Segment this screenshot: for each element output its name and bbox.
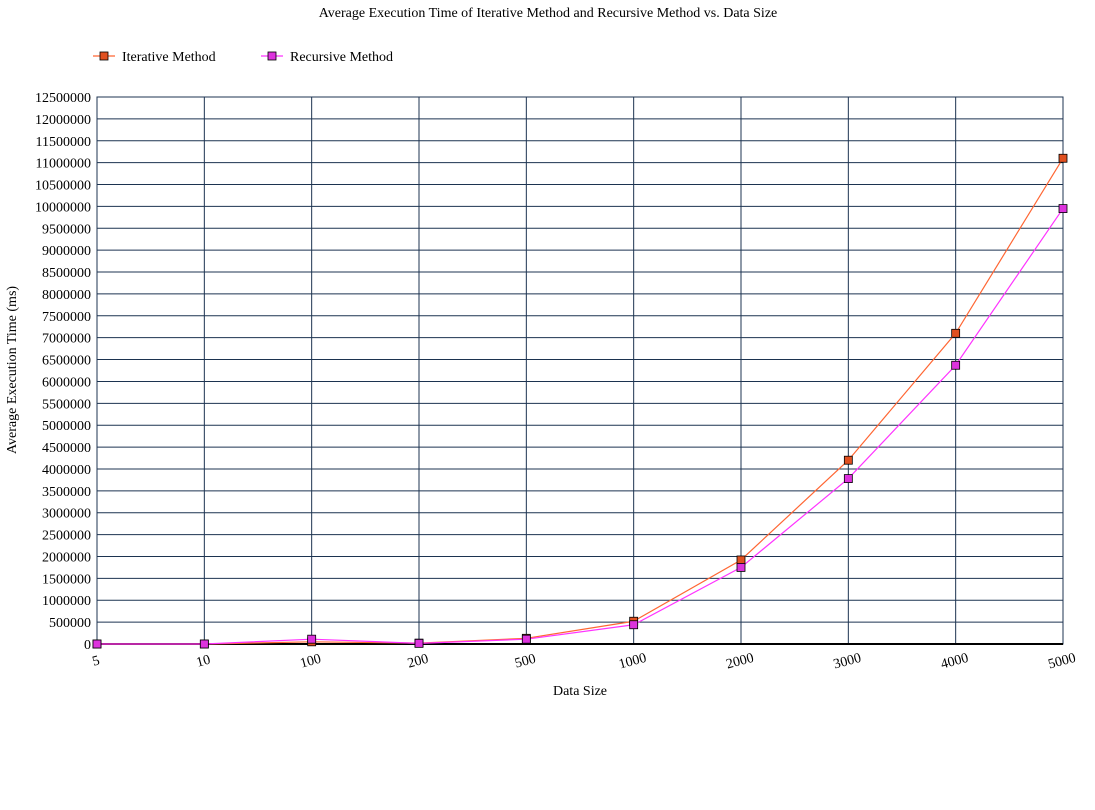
y-tick-label: 9000000 <box>42 244 91 259</box>
data-point <box>1058 153 1068 163</box>
y-tick-label: 8000000 <box>42 288 91 303</box>
y-tick-label: 5000000 <box>42 419 91 434</box>
legend-item: Iterative Method <box>93 50 216 65</box>
y-tick-label: 11000000 <box>36 157 91 172</box>
legend-label: Recursive Method <box>290 50 393 65</box>
data-point <box>736 555 746 565</box>
y-tick-label: 3000000 <box>42 507 91 522</box>
data-point <box>629 620 639 630</box>
y-tick-label: 4500000 <box>42 441 91 456</box>
y-tick-label: 10500000 <box>35 179 91 194</box>
data-point <box>843 455 853 465</box>
legend-marker <box>99 51 109 61</box>
chart-title: Average Execution Time of Iterative Meth… <box>319 6 778 21</box>
y-tick-label: 500000 <box>49 616 91 631</box>
y-tick-label: 3500000 <box>42 485 91 500</box>
legend-marker <box>267 51 277 61</box>
x-axis-ticks: 5 10 100 200 500 1000 2000 3000 4000 5000 <box>91 651 1078 673</box>
y-tick-label: 7000000 <box>42 332 91 347</box>
y-tick-label: 2500000 <box>42 529 91 544</box>
x-tick-label: 2000 <box>725 651 756 673</box>
data-point <box>521 634 531 644</box>
y-tick-label: 6500000 <box>42 354 91 369</box>
y-tick-label: 0 <box>84 638 91 653</box>
x-tick-label: 5 <box>91 653 102 669</box>
data-point <box>199 639 209 649</box>
y-tick-label: 1500000 <box>42 572 91 587</box>
data-point <box>92 639 102 649</box>
legend: Iterative Method Recursive Method <box>93 50 393 65</box>
data-point <box>1058 204 1068 213</box>
data-point <box>843 474 853 483</box>
x-tick-label: 500 <box>513 652 537 672</box>
y-tick-label: 6000000 <box>42 375 91 390</box>
series-lines <box>97 157 1064 645</box>
y-tick-label: 12000000 <box>35 113 91 128</box>
x-tick-label: 1000 <box>617 651 648 673</box>
y-tick-label: 11500000 <box>36 135 91 150</box>
y-tick-label: 12500000 <box>35 91 91 106</box>
y-axis-ticks: 0 500000 1000000 1500000 2000000 2500000 30000… <box>35 91 91 653</box>
y-tick-label: 4000000 <box>42 463 91 478</box>
y-tick-label: 2000000 <box>42 550 91 565</box>
x-tick-label: 200 <box>406 652 430 672</box>
plot-frame <box>96 96 1064 645</box>
data-point <box>736 563 746 572</box>
data-point <box>951 328 961 338</box>
grid <box>96 96 1064 645</box>
x-axis-label: Data Size <box>553 684 607 699</box>
x-tick-label: 4000 <box>939 651 970 673</box>
series-line-0 <box>97 157 1064 645</box>
x-tick-label: 10 <box>195 653 212 671</box>
y-tick-label: 8500000 <box>42 266 91 281</box>
y-tick-label: 10000000 <box>35 200 91 215</box>
legend-label: Iterative Method <box>122 50 216 65</box>
series-markers <box>92 153 1068 649</box>
x-tick-label: 100 <box>299 652 323 672</box>
x-tick-label: 3000 <box>832 651 863 673</box>
series-line-1 <box>97 208 1064 645</box>
data-point <box>307 634 317 644</box>
data-point <box>414 638 424 648</box>
y-tick-label: 9500000 <box>42 222 91 237</box>
y-tick-label: 1000000 <box>42 594 91 609</box>
y-tick-label: 5500000 <box>42 397 91 412</box>
data-point <box>951 360 961 370</box>
legend-item: Recursive Method <box>261 50 393 65</box>
y-tick-label: 7500000 <box>42 310 91 325</box>
x-tick-label: 5000 <box>1047 651 1078 673</box>
y-axis-label: Average Execution Time (ms) <box>5 286 20 454</box>
